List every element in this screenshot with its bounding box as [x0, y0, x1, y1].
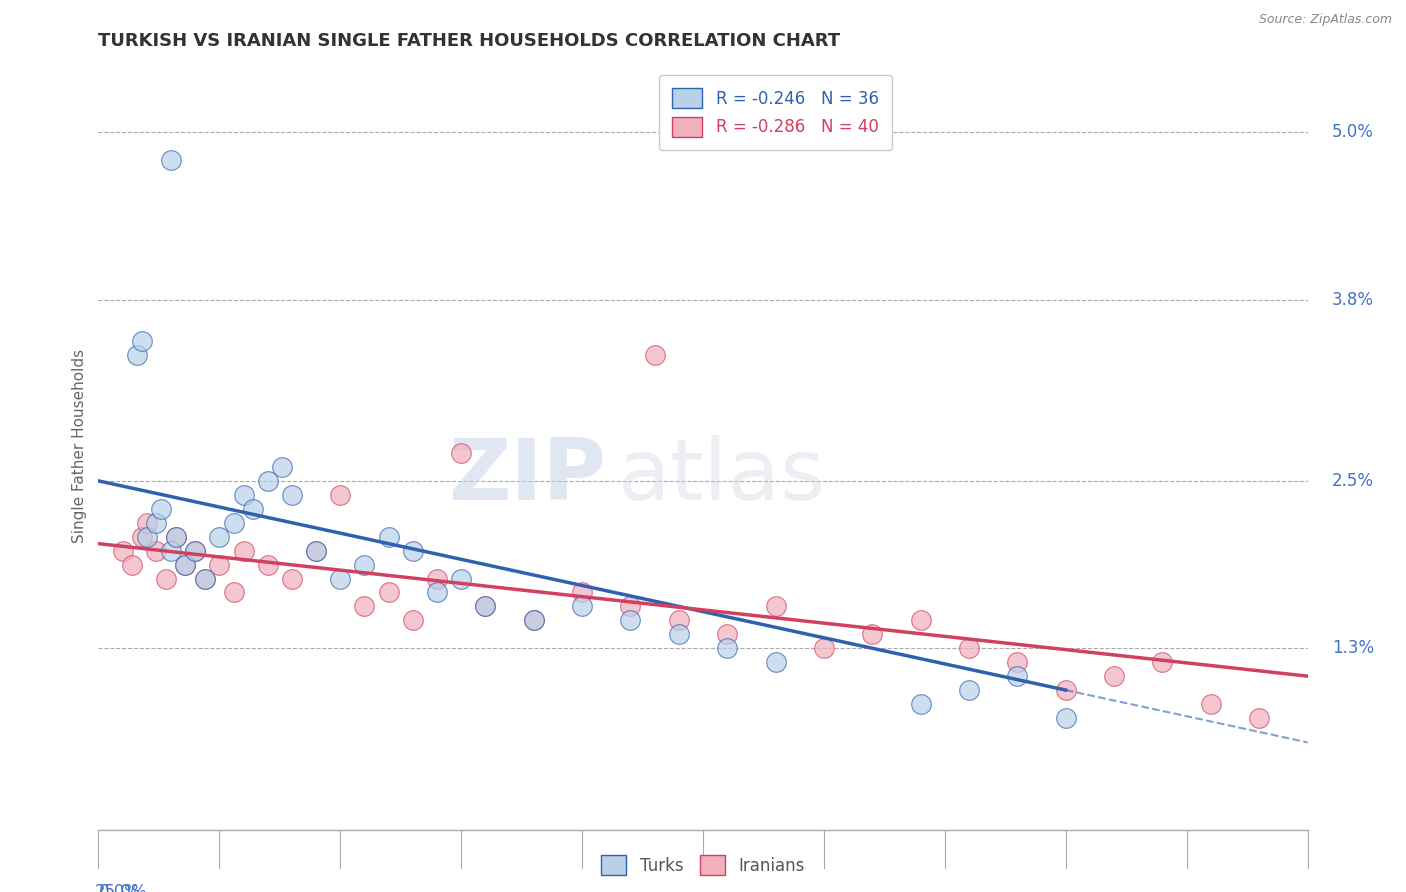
Point	[450, 572, 472, 586]
Point	[426, 572, 449, 586]
Point	[242, 501, 264, 516]
Text: Source: ZipAtlas.com: Source: ZipAtlas.com	[1258, 13, 1392, 27]
Point	[232, 488, 254, 502]
Point	[716, 627, 738, 641]
Point	[184, 543, 207, 558]
Text: 5.0%: 5.0%	[1331, 123, 1374, 141]
Point	[1007, 669, 1029, 683]
Point	[135, 516, 157, 530]
Legend: Turks, Iranians: Turks, Iranians	[593, 847, 813, 884]
Point	[155, 572, 177, 586]
Point	[474, 599, 496, 614]
Point	[910, 697, 932, 711]
Point	[174, 558, 197, 572]
Point	[256, 558, 278, 572]
Point	[353, 599, 375, 614]
Point	[135, 530, 157, 544]
Point	[232, 543, 254, 558]
Point	[1054, 711, 1077, 725]
Point	[194, 572, 217, 586]
Point	[765, 655, 787, 669]
Point	[305, 543, 328, 558]
Point	[813, 641, 835, 656]
Point	[353, 558, 375, 572]
Text: 2.5%: 2.5%	[1331, 472, 1374, 490]
Point	[1007, 655, 1029, 669]
Point	[127, 348, 149, 362]
Point	[426, 585, 449, 599]
Point	[160, 153, 183, 167]
Point	[329, 488, 352, 502]
Point	[1102, 669, 1125, 683]
Point	[222, 516, 245, 530]
Point	[716, 641, 738, 656]
Point	[1199, 697, 1222, 711]
Point	[765, 599, 787, 614]
Text: 1.3%: 1.3%	[1331, 640, 1374, 657]
Text: 0.0%: 0.0%	[98, 883, 141, 892]
Point	[1249, 711, 1271, 725]
Y-axis label: Single Father Households: Single Father Households	[72, 349, 87, 543]
Point	[571, 585, 593, 599]
Point	[131, 334, 153, 349]
Text: 3.8%: 3.8%	[1331, 291, 1374, 309]
Point	[619, 599, 641, 614]
Point	[150, 501, 173, 516]
Point	[957, 641, 980, 656]
Point	[1152, 655, 1174, 669]
Text: 25.0%: 25.0%	[94, 883, 146, 892]
Text: atlas: atlas	[619, 435, 827, 518]
Point	[523, 613, 546, 627]
Point	[860, 627, 883, 641]
Point	[111, 543, 134, 558]
Text: ZIP: ZIP	[449, 435, 606, 518]
Point	[957, 683, 980, 698]
Point	[644, 348, 666, 362]
Point	[208, 530, 231, 544]
Point	[523, 613, 546, 627]
Point	[271, 459, 294, 474]
Point	[131, 530, 153, 544]
Point	[571, 599, 593, 614]
Point	[402, 543, 425, 558]
Point	[145, 516, 167, 530]
Point	[329, 572, 352, 586]
Point	[402, 613, 425, 627]
Point	[121, 558, 143, 572]
Point	[281, 572, 304, 586]
Point	[619, 613, 641, 627]
Point	[450, 446, 472, 460]
Point	[184, 543, 207, 558]
Point	[377, 585, 399, 599]
Point	[910, 613, 932, 627]
Point	[1054, 683, 1077, 698]
Point	[377, 530, 399, 544]
Point	[474, 599, 496, 614]
Point	[160, 543, 183, 558]
Point	[281, 488, 304, 502]
Text: TURKISH VS IRANIAN SINGLE FATHER HOUSEHOLDS CORRELATION CHART: TURKISH VS IRANIAN SINGLE FATHER HOUSEHO…	[98, 32, 841, 50]
Point	[668, 613, 690, 627]
Legend: R = -0.246   N = 36, R = -0.286   N = 40: R = -0.246 N = 36, R = -0.286 N = 40	[659, 75, 891, 150]
Point	[145, 543, 167, 558]
Point	[305, 543, 328, 558]
Point	[174, 558, 197, 572]
Point	[256, 474, 278, 488]
Point	[165, 530, 187, 544]
Point	[165, 530, 187, 544]
Point	[222, 585, 245, 599]
Point	[208, 558, 231, 572]
Point	[668, 627, 690, 641]
Point	[194, 572, 217, 586]
